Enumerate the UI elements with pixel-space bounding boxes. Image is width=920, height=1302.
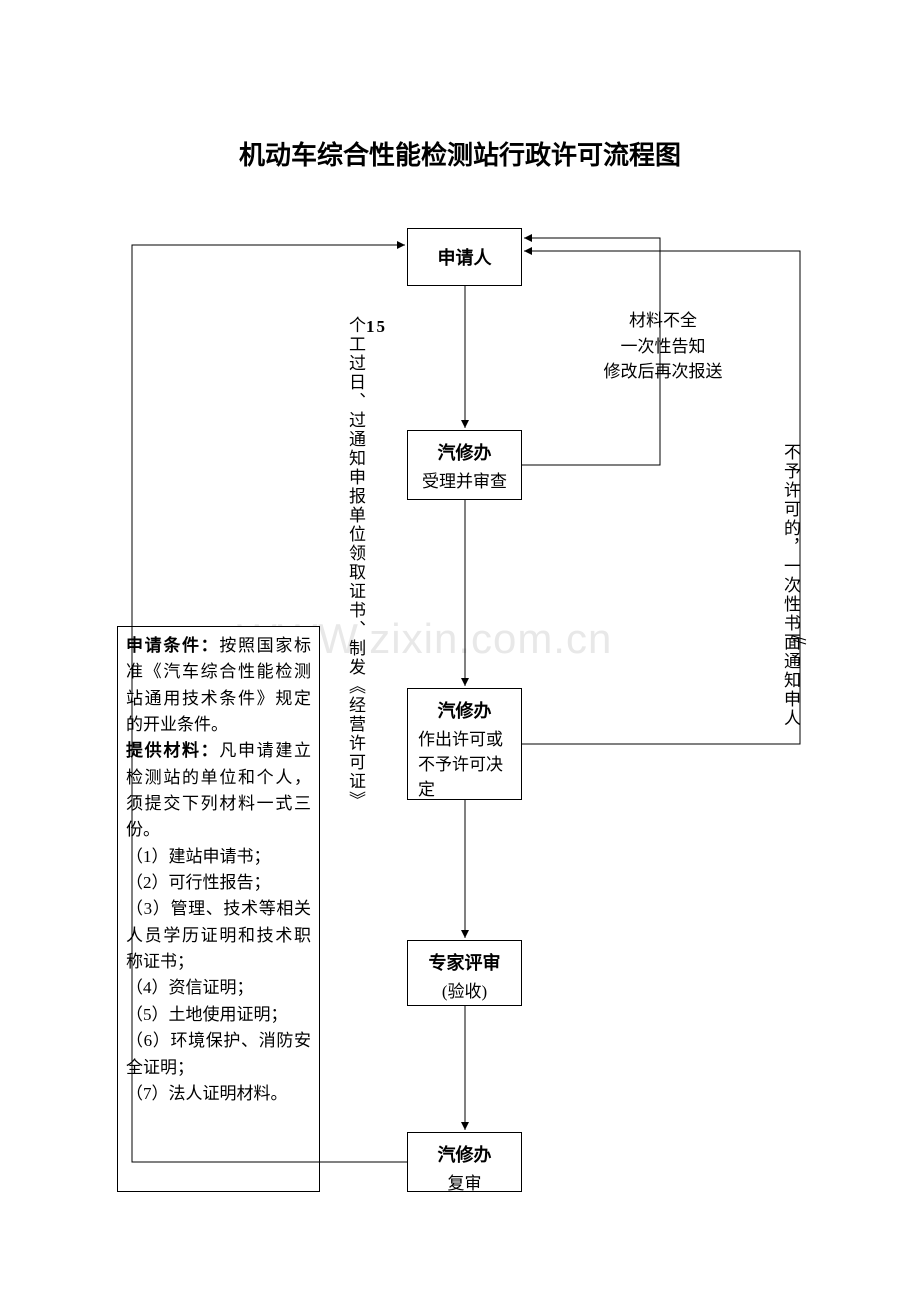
connectors-svg — [0, 0, 920, 1302]
